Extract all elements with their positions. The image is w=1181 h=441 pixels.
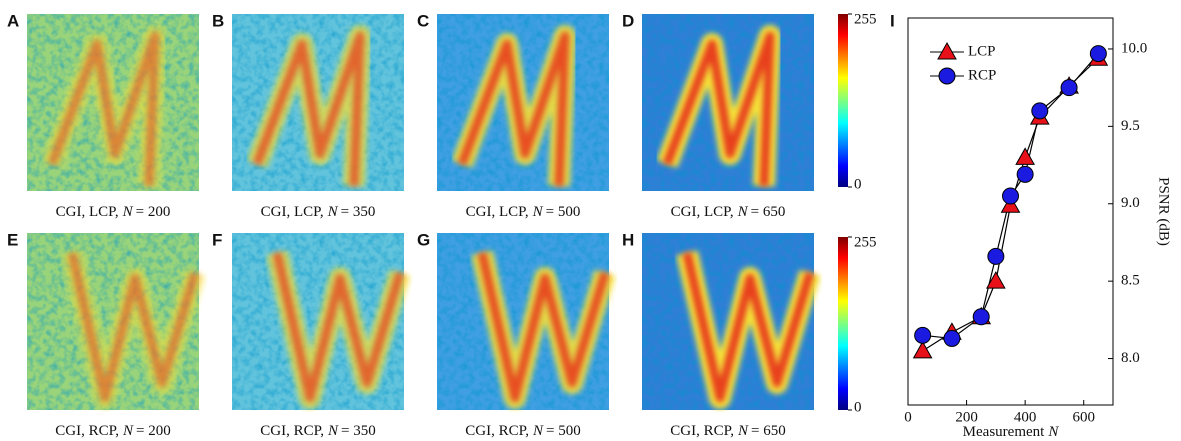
caption-symbol: N <box>327 423 339 439</box>
panel-letter: H <box>622 230 634 249</box>
caption-value: = 500 <box>546 423 581 439</box>
colorbar <box>838 237 848 410</box>
letter-core <box>47 31 160 187</box>
x-axis-label: Measurement N <box>963 424 1060 440</box>
plot-frame <box>907 17 1114 406</box>
y-axis-label: PSNR (dB) <box>1156 177 1172 246</box>
caption-mode: CGI, LCP, <box>56 204 119 220</box>
caption-value: = 500 <box>546 204 581 220</box>
image-panel <box>642 233 821 410</box>
colorbar-tick-label: 255 <box>854 234 877 250</box>
marker-circle <box>972 308 990 326</box>
panel-letter: I <box>890 11 895 30</box>
caption-value: = 200 <box>136 204 171 220</box>
caption-mode: CGI, RCP, <box>465 423 529 439</box>
caption-mode: CGI, LCP, <box>261 204 324 220</box>
image-panel <box>27 14 199 191</box>
caption-symbol: N <box>532 204 544 220</box>
caption-mode: CGI, RCP, <box>670 423 734 439</box>
panel-caption: CGI, LCP, N = 350 <box>261 204 376 220</box>
marker-circle <box>1060 79 1078 97</box>
caption-symbol: N <box>532 423 544 439</box>
y-tick-label: 9.5 <box>1121 118 1140 134</box>
x-label-text: Measurement <box>963 424 1045 440</box>
colorbar <box>838 14 848 187</box>
legend-label: RCP <box>968 67 996 83</box>
marker-triangle <box>1015 147 1035 165</box>
caption-mode: CGI, RCP, <box>260 423 324 439</box>
panel-letter: C <box>417 11 429 30</box>
panel-caption: CGI, RCP, N = 350 <box>260 423 376 439</box>
y-tick-label: 9.0 <box>1121 195 1140 211</box>
panel-caption: CGI, LCP, N = 500 <box>466 204 581 220</box>
caption-value: = 200 <box>136 423 171 439</box>
marker-triangle <box>937 41 957 60</box>
letter-core <box>682 252 815 403</box>
marker-triangle <box>986 271 1006 289</box>
image-panel <box>232 233 411 410</box>
colorbar-tick-label: 0 <box>854 176 862 192</box>
letter-core <box>67 252 200 403</box>
caption-mode: CGI, RCP, <box>55 423 119 439</box>
caption-symbol: N <box>737 204 749 220</box>
caption-value: = 350 <box>341 423 376 439</box>
letter-core <box>477 252 610 403</box>
y-tick-label: 8.5 <box>1121 273 1140 289</box>
panel-letter: F <box>212 230 222 249</box>
image-panel <box>437 233 616 410</box>
marker-circle <box>1089 45 1107 63</box>
legend-label: LCP <box>968 43 996 59</box>
panel-letter: B <box>212 11 224 30</box>
x-tick-label: 200 <box>955 409 978 425</box>
marker-circle <box>1016 165 1034 183</box>
marker-circle <box>1031 102 1049 120</box>
image-panel <box>27 233 206 410</box>
marker-circle <box>1002 187 1019 205</box>
panel-caption: CGI, LCP, N = 650 <box>671 204 786 220</box>
caption-value: = 650 <box>751 204 786 220</box>
caption-mode: CGI, LCP, <box>466 204 529 220</box>
letter-core <box>272 252 405 403</box>
x-tick-label: 600 <box>1072 409 1095 425</box>
image-panel <box>642 14 814 191</box>
caption-mode: CGI, LCP, <box>671 204 734 220</box>
colorbar-tick-label: 255 <box>854 11 877 27</box>
caption-symbol: N <box>122 204 134 220</box>
caption-symbol: N <box>122 423 134 439</box>
panel-caption: CGI, RCP, N = 650 <box>670 423 786 439</box>
image-panel <box>232 14 404 191</box>
y-tick-label: 10.0 <box>1121 40 1147 56</box>
x-tick-label: 400 <box>1014 409 1037 425</box>
caption-value: = 350 <box>341 204 376 220</box>
y-tick-label: 8.0 <box>1121 350 1140 366</box>
marker-circle <box>987 247 1005 265</box>
marker-triangle <box>912 340 933 359</box>
letter-core <box>252 31 365 187</box>
marker-circle <box>943 329 961 347</box>
panel-caption: CGI, RCP, N = 500 <box>465 423 581 439</box>
marker-circle <box>938 67 956 85</box>
panel-caption: CGI, LCP, N = 200 <box>56 204 171 220</box>
x-label-symbol: N <box>1047 424 1059 440</box>
letter-core <box>662 31 775 187</box>
marker-circle <box>914 326 932 344</box>
letter-core <box>457 31 570 187</box>
panel-letter: G <box>417 230 430 249</box>
panel-letter: A <box>7 11 19 30</box>
image-panel <box>437 14 609 191</box>
panel-letter: E <box>7 230 18 249</box>
panel-letter: D <box>622 11 634 30</box>
colorbar-tick-label: 0 <box>854 399 862 415</box>
caption-symbol: N <box>737 423 749 439</box>
x-tick-label: 0 <box>904 409 912 425</box>
caption-value: = 650 <box>751 423 786 439</box>
panel-caption: CGI, RCP, N = 200 <box>55 423 171 439</box>
caption-symbol: N <box>327 204 339 220</box>
